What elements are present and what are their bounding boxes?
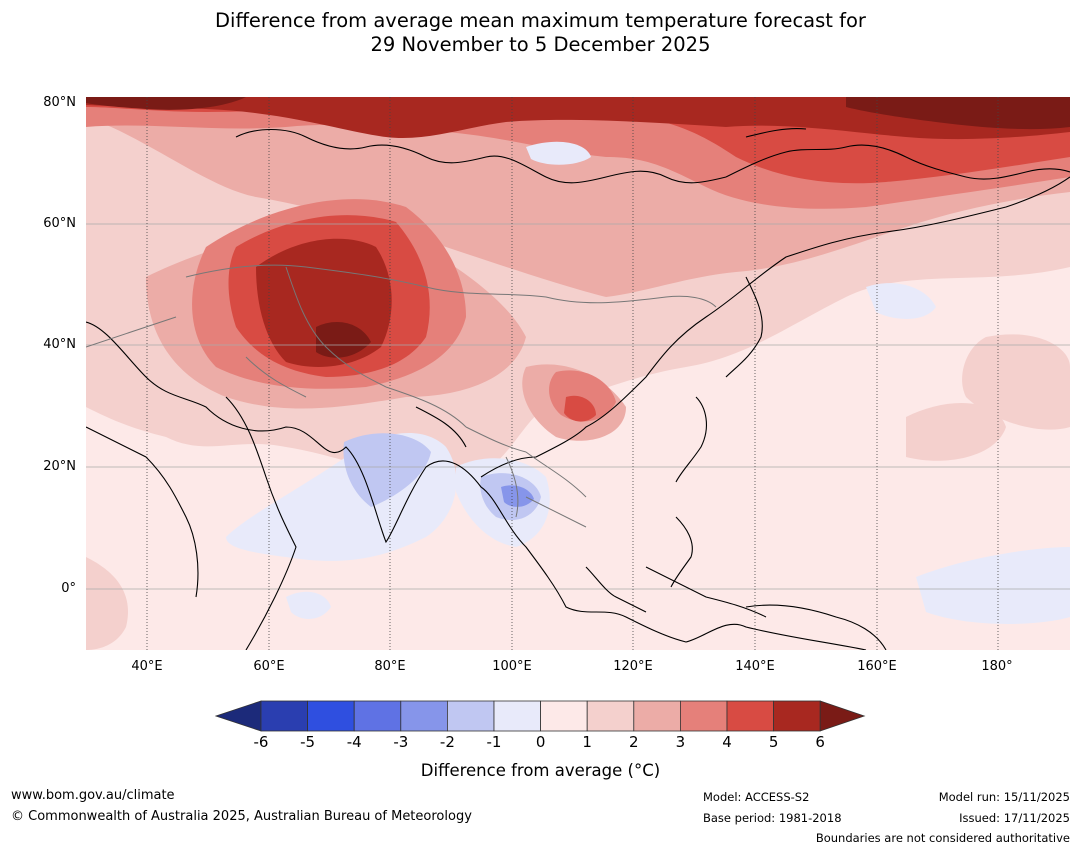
lon-label-120e: 120°E [613, 659, 653, 674]
colorbar-cell [260, 700, 308, 732]
model-run-text: Model run: 15/11/2025 [938, 790, 1070, 804]
copyright-text: © Commonwealth of Australia 2025, Austra… [11, 809, 472, 824]
colorbar-tick-label: 2 [629, 733, 639, 751]
disclaimer-text: Boundaries are not considered authoritat… [815, 831, 1070, 845]
colorbar-cell [400, 700, 448, 732]
map-title: Difference from average mean maximum tem… [0, 9, 1081, 57]
lon-label-140e: 140°E [735, 659, 775, 674]
model-text: Model: ACCESS-S2 [703, 790, 810, 804]
map-graticule [86, 223, 1070, 590]
colorbar-extend-high [819, 700, 866, 732]
map-anomaly-field [86, 97, 1070, 650]
lon-label-80e: 80°E [374, 659, 406, 674]
issued-text: Issued: 17/11/2025 [959, 811, 1070, 825]
forecast-map [86, 97, 1070, 650]
title-line-2: 29 November to 5 December 2025 [370, 33, 711, 56]
lon-label-100e: 100°E [492, 659, 532, 674]
colorbar-cell [540, 700, 588, 732]
colorbar-cell [726, 700, 774, 732]
colorbar-tick-label: -4 [346, 733, 362, 751]
lat-label-20n: 20°N [43, 459, 76, 474]
map-borders [86, 264, 717, 528]
lon-label-160e: 160°E [857, 659, 897, 674]
website-text: www.bom.gov.au/climate [11, 788, 175, 803]
lat-label-60n: 60°N [43, 216, 76, 231]
colorbar-tick-label: 0 [535, 733, 546, 751]
colorbar-cell [633, 700, 681, 732]
lon-label-60e: 60°E [253, 659, 285, 674]
title-line-1: Difference from average mean maximum tem… [215, 9, 866, 32]
map-coastlines [86, 128, 1070, 650]
base-period-text: Base period: 1981-2018 [703, 811, 842, 825]
lon-label-40e: 40°E [131, 659, 163, 674]
colorbar-tick-label: -1 [486, 733, 502, 751]
lat-label-0: 0° [61, 581, 76, 596]
colorbar-cell [586, 700, 635, 732]
colorbar-cell [353, 700, 402, 732]
lat-label-80n: 80°N [43, 95, 76, 110]
colorbar-cell [493, 700, 541, 732]
colorbar-cell [679, 700, 728, 732]
colorbar-cell [446, 700, 495, 732]
colorbar-tick-label: 4 [722, 733, 732, 751]
colorbar-cell [307, 700, 355, 732]
colorbar-cell [773, 700, 821, 732]
colorbar-tick-label: -6 [253, 733, 269, 751]
colorbar-tick-label: 3 [675, 733, 686, 751]
colorbar-tick-label: 6 [815, 733, 825, 751]
colorbar-tick-label: 1 [582, 733, 592, 751]
colorbar-tick-label: -2 [439, 733, 455, 751]
lat-label-40n: 40°N [43, 337, 76, 352]
colorbar-title: Difference from average (°C) [420, 761, 661, 780]
colorbar [215, 700, 866, 732]
colorbar-tick-label: -3 [393, 733, 409, 751]
lon-label-180: 180° [981, 659, 1013, 674]
colorbar-tick-label: -5 [300, 733, 316, 751]
colorbar-extend-low [215, 700, 262, 732]
colorbar-tick-label: 5 [768, 733, 779, 751]
